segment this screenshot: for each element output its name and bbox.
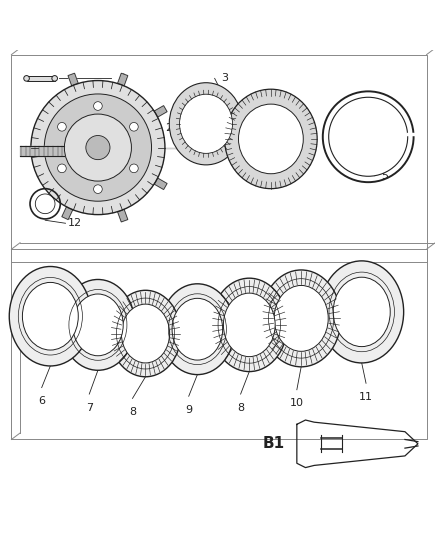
Polygon shape [117, 73, 128, 86]
Ellipse shape [223, 293, 275, 357]
Circle shape [94, 185, 102, 193]
Text: 7: 7 [86, 403, 93, 413]
Ellipse shape [333, 277, 390, 346]
Text: 8: 8 [237, 403, 244, 413]
Ellipse shape [239, 104, 303, 174]
Ellipse shape [22, 282, 78, 350]
Text: 5: 5 [381, 171, 388, 181]
Text: 11: 11 [359, 392, 373, 402]
Text: 9: 9 [185, 405, 192, 415]
Polygon shape [154, 178, 167, 190]
Ellipse shape [274, 286, 328, 351]
Text: 3: 3 [221, 74, 228, 83]
Circle shape [94, 102, 102, 110]
Polygon shape [117, 209, 128, 222]
Ellipse shape [211, 278, 287, 372]
Ellipse shape [73, 294, 123, 356]
Polygon shape [62, 207, 73, 220]
Text: 4: 4 [240, 171, 247, 181]
Ellipse shape [44, 94, 152, 201]
Text: 12: 12 [67, 218, 82, 228]
Ellipse shape [31, 80, 165, 215]
Circle shape [130, 123, 138, 131]
Circle shape [24, 76, 29, 81]
Ellipse shape [86, 135, 110, 160]
Ellipse shape [261, 270, 341, 367]
Ellipse shape [61, 279, 135, 370]
Ellipse shape [180, 94, 233, 154]
Circle shape [328, 97, 408, 176]
Ellipse shape [9, 266, 92, 366]
Ellipse shape [169, 83, 243, 165]
Text: 8: 8 [129, 407, 136, 417]
Text: 1: 1 [120, 74, 127, 83]
Bar [27, 76, 55, 81]
Polygon shape [68, 73, 78, 86]
Text: 10: 10 [290, 398, 304, 408]
Text: B1: B1 [262, 437, 284, 451]
Circle shape [58, 164, 66, 173]
Ellipse shape [121, 304, 170, 363]
Ellipse shape [160, 284, 235, 375]
Ellipse shape [64, 114, 131, 181]
Ellipse shape [92, 129, 130, 166]
Ellipse shape [110, 290, 181, 377]
Circle shape [58, 123, 66, 131]
Text: 2: 2 [165, 123, 172, 133]
Circle shape [130, 164, 138, 173]
Ellipse shape [320, 261, 404, 363]
Circle shape [52, 76, 57, 81]
Ellipse shape [225, 89, 317, 189]
Text: 6: 6 [38, 396, 45, 406]
Ellipse shape [172, 298, 223, 360]
Polygon shape [20, 146, 64, 156]
Polygon shape [154, 106, 167, 117]
